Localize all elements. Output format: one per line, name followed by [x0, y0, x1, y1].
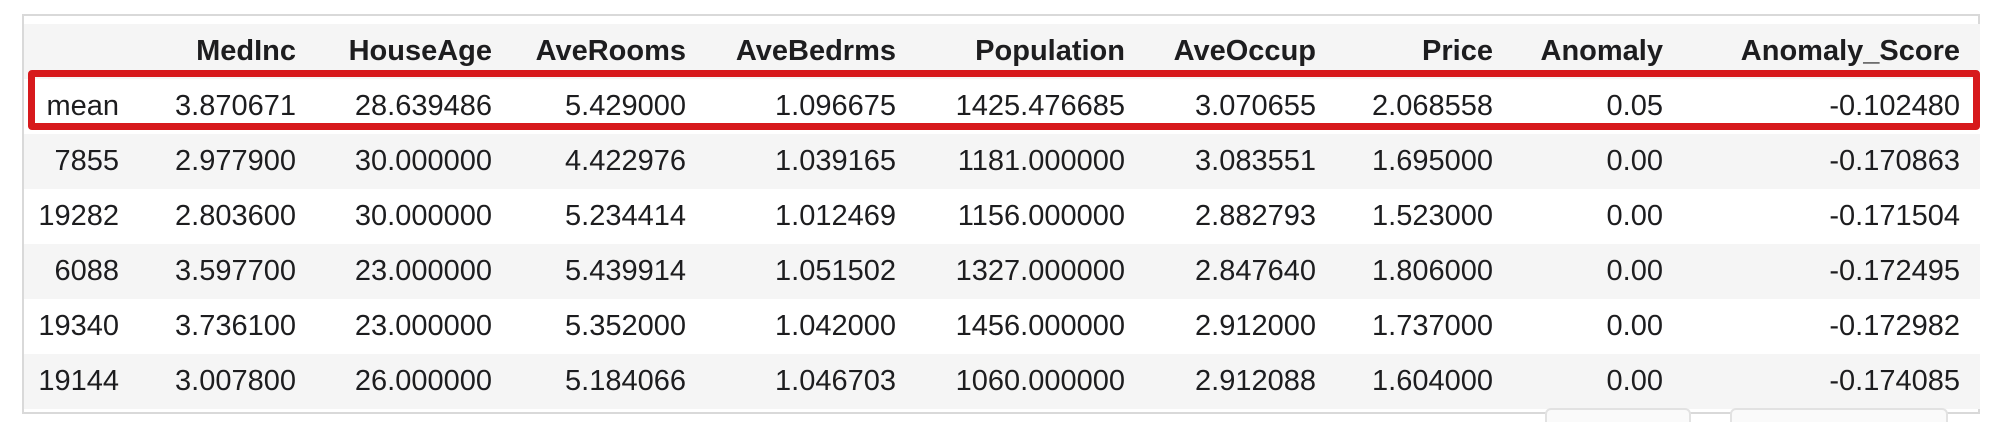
dataframe-table: MedInc HouseAge AveRooms AveBedrms Popul…	[24, 24, 1980, 409]
cell: 1327.000000	[916, 244, 1145, 299]
cell: -0.174085	[1683, 354, 1980, 409]
cell: 3.083551	[1145, 134, 1336, 189]
cell: 3.597700	[139, 244, 316, 299]
cell: 1.012469	[706, 189, 916, 244]
cell: 2.068558	[1336, 79, 1513, 134]
cell: 1.737000	[1336, 299, 1513, 354]
cell: 28.639486	[316, 79, 512, 134]
cell: 1156.000000	[916, 189, 1145, 244]
partial-button[interactable]	[1545, 408, 1691, 422]
cell: 2.977900	[139, 134, 316, 189]
table-row: 19282 2.803600 30.000000 5.234414 1.0124…	[24, 189, 1980, 244]
cell: 5.184066	[512, 354, 706, 409]
cell: 5.352000	[512, 299, 706, 354]
cell: 1456.000000	[916, 299, 1145, 354]
column-header-houseage: HouseAge	[316, 24, 512, 79]
cell: 30.000000	[316, 189, 512, 244]
partial-button[interactable]	[1730, 408, 1948, 422]
row-index: 19282	[24, 189, 139, 244]
cell: 1425.476685	[916, 79, 1145, 134]
column-header-averooms: AveRooms	[512, 24, 706, 79]
cell: 3.736100	[139, 299, 316, 354]
cell: 1.039165	[706, 134, 916, 189]
row-index: mean	[24, 79, 139, 134]
row-index: 19144	[24, 354, 139, 409]
cell: 1.046703	[706, 354, 916, 409]
cell: -0.170863	[1683, 134, 1980, 189]
cell: 2.847640	[1145, 244, 1336, 299]
row-index: 6088	[24, 244, 139, 299]
column-header-avebedrms: AveBedrms	[706, 24, 916, 79]
column-header-medinc: MedInc	[139, 24, 316, 79]
column-header-anomaly: Anomaly	[1513, 24, 1683, 79]
cell: 1.523000	[1336, 189, 1513, 244]
cell: 0.00	[1513, 299, 1683, 354]
column-header-anomaly-score: Anomaly_Score	[1683, 24, 1980, 79]
column-header-aveoccup: AveOccup	[1145, 24, 1336, 79]
cell: 3.070655	[1145, 79, 1336, 134]
header-row: MedInc HouseAge AveRooms AveBedrms Popul…	[24, 24, 1980, 79]
cell: 0.00	[1513, 354, 1683, 409]
cell: 4.422976	[512, 134, 706, 189]
cell: 3.007800	[139, 354, 316, 409]
cell: 0.00	[1513, 189, 1683, 244]
cell: 0.00	[1513, 134, 1683, 189]
cell: 23.000000	[316, 244, 512, 299]
cell: 1.096675	[706, 79, 916, 134]
cell: 1181.000000	[916, 134, 1145, 189]
column-header-price: Price	[1336, 24, 1513, 79]
table-row: 7855 2.977900 30.000000 4.422976 1.03916…	[24, 134, 1980, 189]
cell: 30.000000	[316, 134, 512, 189]
index-header	[24, 24, 139, 79]
cell: 1.806000	[1336, 244, 1513, 299]
cell: 0.05	[1513, 79, 1683, 134]
cell: 2.912088	[1145, 354, 1336, 409]
cell: 5.429000	[512, 79, 706, 134]
cell: -0.172495	[1683, 244, 1980, 299]
cell: -0.172982	[1683, 299, 1980, 354]
cell: 26.000000	[316, 354, 512, 409]
cell: -0.171504	[1683, 189, 1980, 244]
dataframe-output: MedInc HouseAge AveRooms AveBedrms Popul…	[22, 14, 1980, 414]
table-row: 6088 3.597700 23.000000 5.439914 1.05150…	[24, 244, 1980, 299]
cell: 5.234414	[512, 189, 706, 244]
table-row: 19340 3.736100 23.000000 5.352000 1.0420…	[24, 299, 1980, 354]
cell: 1.042000	[706, 299, 916, 354]
row-index: 19340	[24, 299, 139, 354]
cell: 3.870671	[139, 79, 316, 134]
cell: 5.439914	[512, 244, 706, 299]
cell: 1.051502	[706, 244, 916, 299]
table-row-mean: mean 3.870671 28.639486 5.429000 1.09667…	[24, 79, 1980, 134]
cell: 2.912000	[1145, 299, 1336, 354]
cell: 2.803600	[139, 189, 316, 244]
column-header-population: Population	[916, 24, 1145, 79]
cell: 0.00	[1513, 244, 1683, 299]
cell: 1.604000	[1336, 354, 1513, 409]
cell: 1.695000	[1336, 134, 1513, 189]
cell: 1060.000000	[916, 354, 1145, 409]
row-index: 7855	[24, 134, 139, 189]
table-row: 19144 3.007800 26.000000 5.184066 1.0467…	[24, 354, 1980, 409]
cell: -0.102480	[1683, 79, 1980, 134]
cell: 23.000000	[316, 299, 512, 354]
cell: 2.882793	[1145, 189, 1336, 244]
